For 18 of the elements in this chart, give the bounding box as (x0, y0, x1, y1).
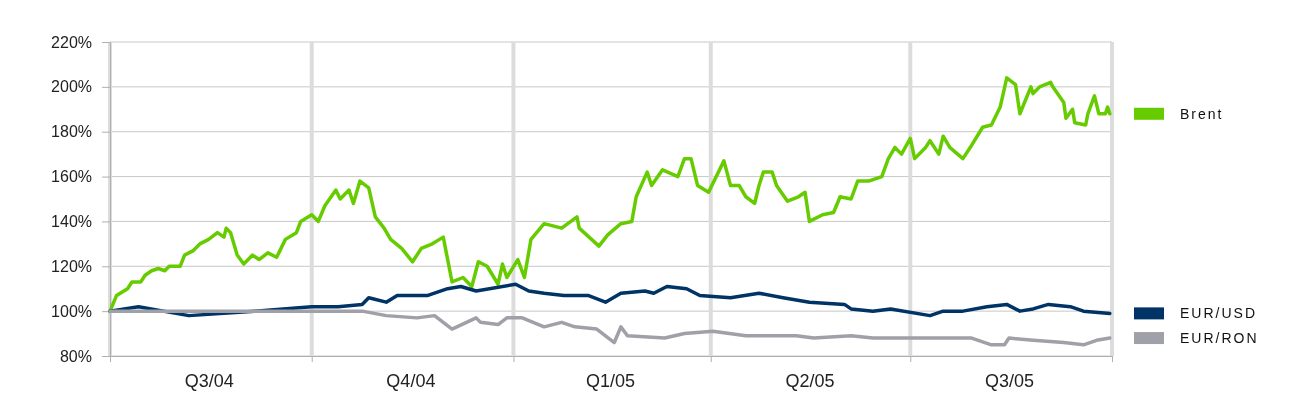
legend-label: EUR/RON (1180, 329, 1259, 346)
legend-label: EUR/USD (1180, 305, 1258, 322)
line-series (108, 309, 1112, 347)
y-tick-label: 120% (51, 257, 92, 275)
x-tick-label: Q4/04 (386, 370, 436, 391)
y-tick-label: 140% (51, 213, 92, 231)
y-tick-label: 200% (51, 78, 92, 96)
y-tick-label: 100% (51, 302, 92, 320)
legend-label: Brent (1180, 105, 1224, 122)
y-tick-label: 180% (51, 123, 92, 141)
line-series (108, 76, 1112, 313)
y-tick-label: 220% (51, 33, 92, 51)
y-tick-label: 160% (51, 168, 92, 186)
x-tick-label: Q2/05 (785, 370, 835, 391)
x-tick-label: Q3/04 (184, 370, 234, 391)
x-tick-label: Q3/05 (984, 370, 1034, 391)
y-tick-label: 80% (59, 347, 92, 365)
x-tick-label: Q1/05 (585, 370, 635, 391)
